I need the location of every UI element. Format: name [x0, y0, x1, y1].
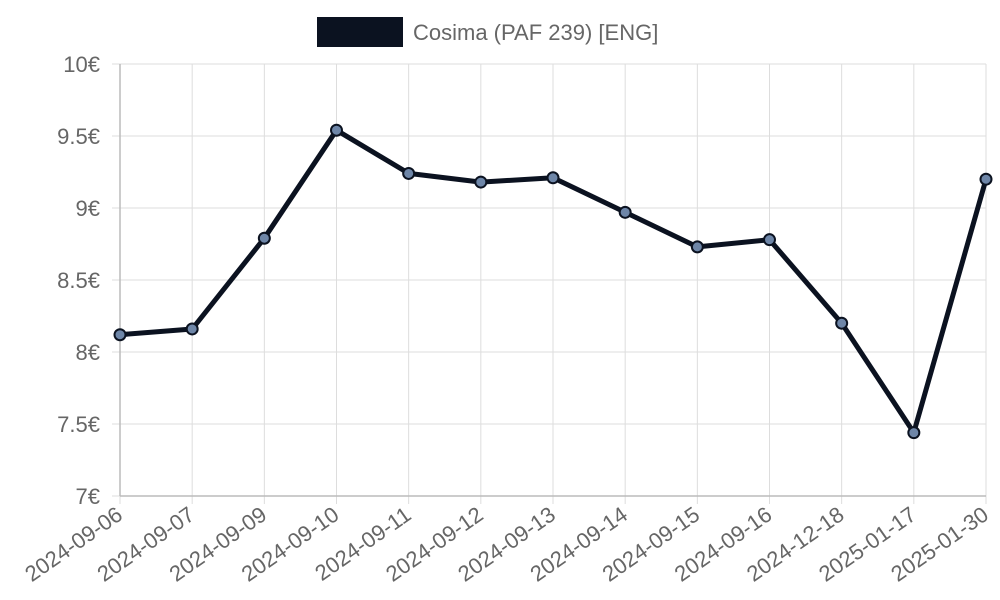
data-point[interactable] — [474, 175, 488, 189]
data-point[interactable] — [257, 231, 271, 245]
axes — [119, 64, 986, 497]
y-tick-label: 10€ — [63, 52, 100, 77]
data-points — [113, 123, 993, 440]
data-point[interactable] — [330, 123, 343, 137]
data-point[interactable] — [835, 316, 849, 330]
y-tick-label: 8€ — [76, 340, 100, 365]
x-axis-tick-labels: 2024-09-062024-09-072024-09-092024-09-10… — [20, 502, 993, 587]
data-point[interactable] — [546, 171, 560, 185]
y-tick-label: 9€ — [76, 196, 100, 221]
legend-swatch — [317, 17, 403, 47]
legend-label: Cosima (PAF 239) [ENG] — [413, 20, 658, 45]
legend[interactable]: Cosima (PAF 239) [ENG] — [317, 17, 658, 47]
y-tick-label: 7€ — [76, 484, 100, 509]
data-point[interactable] — [763, 233, 776, 247]
data-point[interactable] — [402, 166, 416, 180]
y-axis-tick-labels: 10€ 9.5€ 9€ 8.5€ 8€ 7.5€ 7€ — [57, 52, 100, 509]
data-point[interactable] — [113, 328, 127, 342]
y-tick-label: 7.5€ — [57, 412, 100, 437]
data-point[interactable] — [907, 426, 921, 440]
y-tick-label: 9.5€ — [57, 124, 100, 149]
grid — [112, 63, 987, 504]
data-point[interactable] — [979, 172, 993, 186]
data-point[interactable] — [185, 322, 199, 336]
y-tick-label: 8.5€ — [57, 268, 100, 293]
data-point[interactable] — [618, 205, 632, 219]
data-point[interactable] — [690, 240, 704, 254]
